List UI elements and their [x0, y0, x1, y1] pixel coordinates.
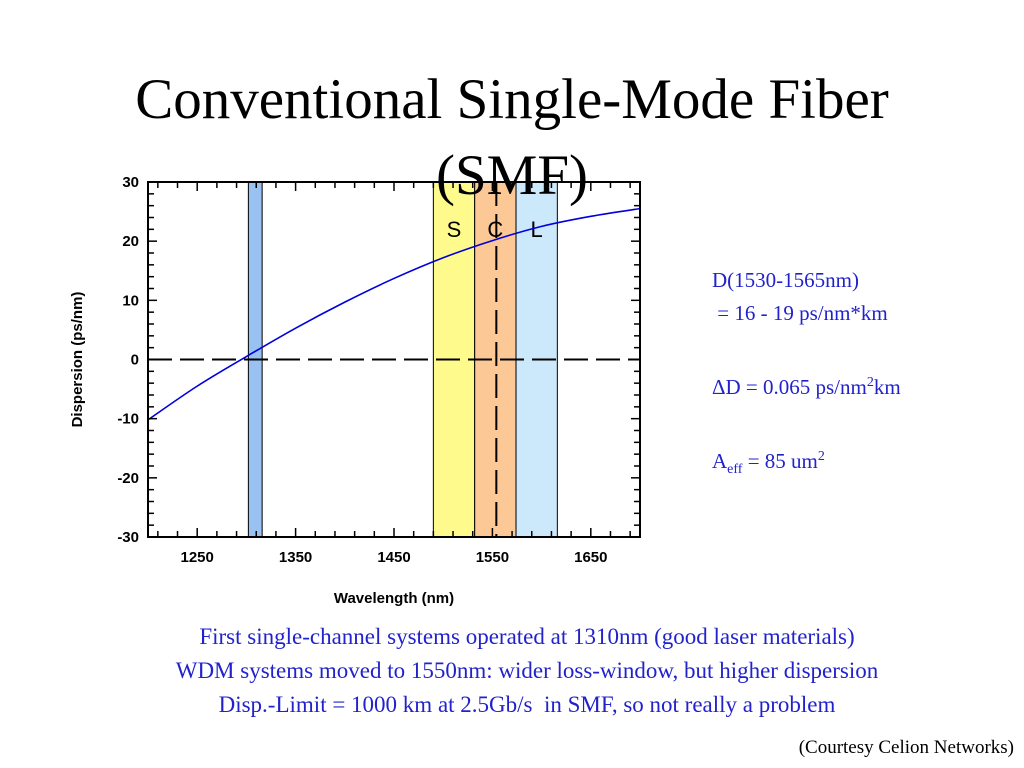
slide-title: Conventional Single-Mode Fiber (SMF)	[0, 62, 1024, 207]
band-label-s: S	[447, 217, 462, 242]
title-line-2: (SMF)	[435, 144, 589, 207]
title-line-1: Conventional Single-Mode Fiber	[135, 68, 889, 131]
credit-text: (Courtesy Celion Networks)	[798, 737, 1014, 758]
y-tick-label: 20	[122, 233, 139, 250]
y-tick-label: -10	[117, 411, 139, 428]
x-tick-label: 1250	[181, 549, 214, 566]
caption-line-2: WDM systems moved to 1550nm: wider loss-…	[175, 658, 879, 683]
x-tick-label: 1350	[279, 549, 312, 566]
y-tick-label: -30	[117, 529, 139, 546]
note-delta-d: ΔD = 0.065 ps/nm2km	[712, 375, 901, 399]
x-tick-label: 1650	[574, 549, 607, 566]
y-tick-label: -20	[117, 470, 139, 487]
note-d-range: D(1530-1565nm)	[712, 268, 859, 292]
x-axis-label: Wavelength (nm)	[334, 590, 454, 607]
y-tick-label: 30	[122, 174, 139, 191]
band-label-l: L	[531, 217, 543, 242]
caption-line-1: First single-channel systems operated at…	[199, 624, 855, 649]
dispersion-notes: D(1530-1565nm) = 16 - 19 ps/nm*km ΔD = 0…	[712, 264, 901, 486]
dispersion-curve	[147, 207, 641, 421]
y-axis-label: Dispersion (ps/nm)	[69, 292, 86, 428]
caption: First single-channel systems operated at…	[0, 620, 1024, 722]
note-aeff: Aeff = 85 um2	[712, 449, 825, 478]
x-tick-label: 1550	[476, 549, 509, 566]
note-d-value: = 16 - 19 ps/nm*km	[712, 301, 888, 325]
y-tick-label: 0	[131, 352, 139, 369]
caption-line-3: Disp.-Limit = 1000 km at 2.5Gb/s in SMF,…	[218, 692, 836, 717]
y-tick-label: 10	[122, 292, 139, 309]
x-tick-label: 1450	[377, 549, 410, 566]
